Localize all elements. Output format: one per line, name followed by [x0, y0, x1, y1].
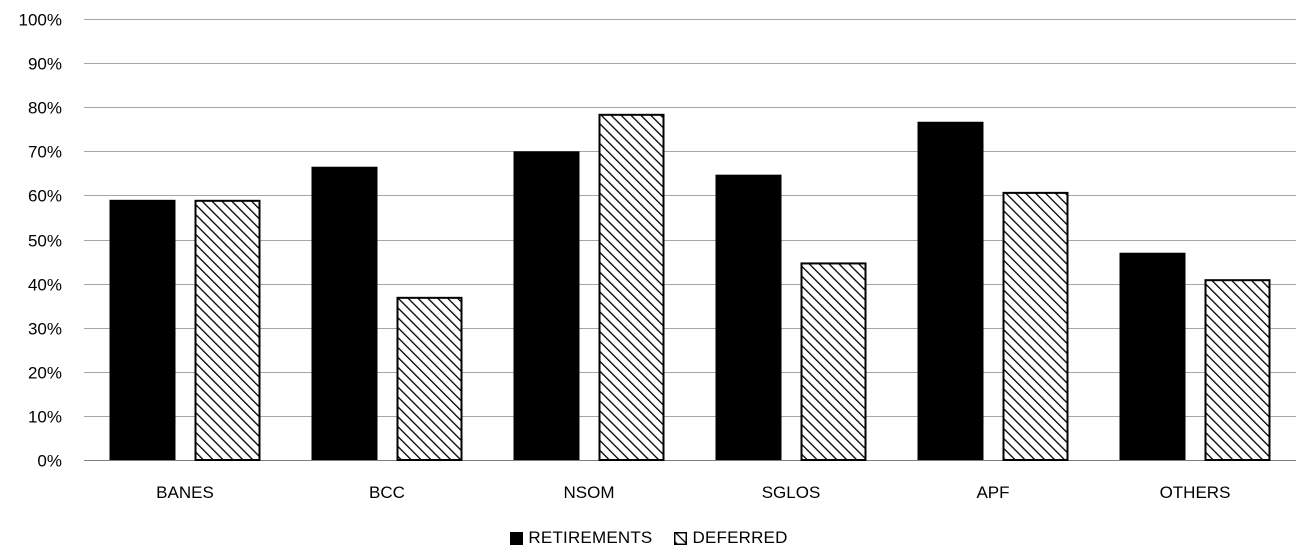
- legend: RETIREMENTS DEFERRED: [0, 528, 1298, 548]
- bar-retirements-banes: [109, 199, 176, 460]
- legend-label-retirements: RETIREMENTS: [528, 528, 653, 547]
- bar-deferred-bcc: [396, 296, 463, 461]
- y-tick-label: 20%: [28, 364, 62, 383]
- legend-swatch-solid: [510, 531, 524, 545]
- y-tick-label: 0%: [37, 452, 62, 471]
- y-tick-label: 80%: [28, 99, 62, 118]
- bar-retirements-bcc: [311, 166, 378, 461]
- bar-deferred-banes: [194, 199, 261, 461]
- bar-deferred-apf: [1002, 191, 1069, 461]
- bar-retirements-sglos: [715, 174, 782, 460]
- y-tick-label: 40%: [28, 276, 62, 295]
- x-tick-label: NSOM: [564, 483, 615, 502]
- x-tick-label: OTHERS: [1160, 483, 1231, 502]
- y-tick-label: 50%: [28, 232, 62, 251]
- bar-retirements-apf: [917, 121, 984, 461]
- legend-item-retirements: RETIREMENTS: [510, 528, 652, 548]
- bar-deferred-others: [1204, 279, 1271, 461]
- legend-item-deferred: DEFERRED: [674, 528, 787, 548]
- legend-label-deferred: DEFERRED: [692, 528, 788, 547]
- y-tick-label: 100%: [19, 11, 62, 30]
- x-tick-label: APF: [976, 483, 1009, 502]
- bar-deferred-sglos: [800, 262, 867, 461]
- legend-swatch-hatched: [674, 531, 688, 545]
- bar-retirements-nsom: [513, 151, 580, 461]
- y-tick-label: 30%: [28, 320, 62, 339]
- x-tick-label: SGLOS: [762, 483, 821, 502]
- y-tick-label: 60%: [28, 187, 62, 206]
- y-tick-label: 90%: [28, 55, 62, 74]
- y-tick-label: 10%: [28, 408, 62, 427]
- x-tick-label: BANES: [156, 483, 214, 502]
- y-tick-label: 70%: [28, 143, 62, 162]
- bar-deferred-nsom: [598, 113, 665, 461]
- x-tick-label: BCC: [369, 483, 405, 502]
- bar-retirements-others: [1119, 252, 1186, 460]
